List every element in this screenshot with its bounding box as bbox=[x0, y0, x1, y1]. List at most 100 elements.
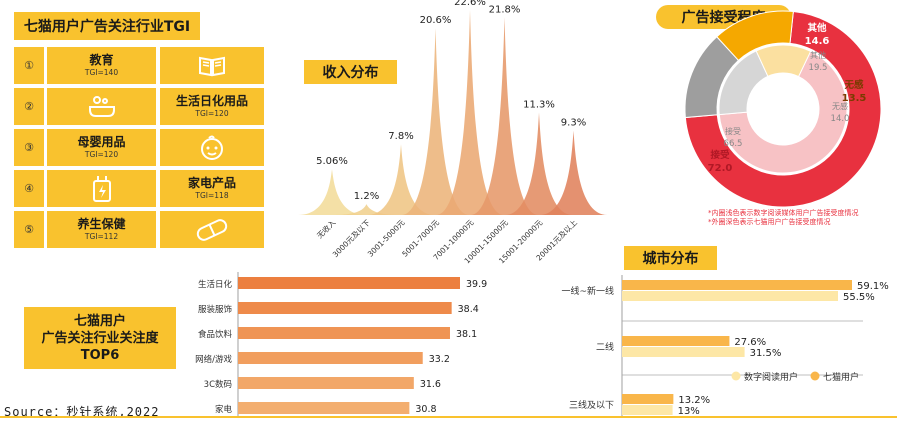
income-title: 收入分布 bbox=[304, 60, 397, 84]
income-value-label: 7.8% bbox=[388, 131, 413, 142]
city-bar bbox=[622, 347, 745, 357]
tgi-rank: ③ bbox=[14, 129, 44, 166]
tgi-icon-cell bbox=[160, 129, 264, 166]
income-category-label: 无收入 bbox=[314, 217, 337, 240]
tgi-industry-name: 教育 bbox=[89, 53, 114, 67]
attention-value-label: 33.2 bbox=[429, 354, 450, 365]
outer-ring-label: 无感 bbox=[843, 79, 864, 91]
income-value-label: 21.8% bbox=[489, 4, 521, 15]
income-value-label: 22.6% bbox=[454, 0, 486, 8]
city-legend-marker bbox=[810, 371, 820, 381]
tgi-value: TGI=140 bbox=[84, 68, 119, 77]
income-value-label: 20.6% bbox=[420, 15, 452, 26]
attention-bar bbox=[238, 352, 423, 364]
attention-bar bbox=[238, 402, 410, 414]
city-value-label: 31.5% bbox=[750, 348, 782, 359]
tgi-industry-name: 生活日化用品 bbox=[175, 94, 248, 108]
tgi-value: TGI=118 bbox=[195, 191, 229, 200]
city-legend-label: 七猫用户 bbox=[823, 371, 859, 383]
tgi-rank: ① bbox=[14, 47, 44, 84]
income-area bbox=[539, 130, 608, 215]
tgi-row: ③ 母婴用品 TGI=120 bbox=[14, 129, 264, 166]
attention-title-line: 七猫用户 bbox=[73, 313, 126, 329]
tgi-icon-cell bbox=[160, 211, 264, 248]
attention-chart: 生活日化 39.9 服装服饰 38.4 食品饮料 38.1 网络/游戏 33.2 3C数码 31.… bbox=[195, 272, 487, 418]
inner-ring-label: 接受 bbox=[725, 126, 741, 136]
book-icon bbox=[160, 47, 264, 84]
attention-category-label: 3C数码 bbox=[204, 379, 232, 390]
tgi-icon-cell bbox=[160, 47, 264, 84]
tgi-label-cell: 教育 TGI=140 bbox=[47, 47, 156, 84]
tgi-value: TGI=120 bbox=[195, 109, 229, 118]
city-value-label: 59.1% bbox=[857, 281, 889, 292]
tgi-row: ⑤ 养生保健 TGI=112 bbox=[14, 211, 264, 248]
income-area bbox=[298, 169, 366, 215]
income-value-label: 9.3% bbox=[561, 118, 586, 129]
city-legend-label: 数字阅读用户 bbox=[744, 371, 798, 383]
income-value-label: 11.3% bbox=[523, 100, 555, 111]
attention-value-label: 38.1 bbox=[456, 329, 477, 340]
source-note: Source：秒针系统,2022 bbox=[4, 405, 160, 419]
acceptance-note: *内圈浅色表示数字阅读媒体用户广告接受度情况 bbox=[708, 209, 859, 217]
outer-ring-value: 14.6 bbox=[805, 36, 830, 47]
attention-category-label: 家电 bbox=[215, 404, 233, 415]
tgi-title: 七猫用户广告关注行业TGI bbox=[14, 12, 200, 40]
attention-category-label: 服装服饰 bbox=[198, 304, 233, 315]
outer-ring-segment bbox=[716, 10, 794, 62]
income-chart: 5.06%无收入1.2%3000元及以下7.8%3001-5000元20.6%5… bbox=[298, 0, 608, 265]
tgi-icon-cell bbox=[47, 88, 156, 125]
baby-face-icon bbox=[160, 129, 264, 166]
city-bar bbox=[622, 405, 673, 415]
tgi-row: ① 教育 TGI=140 bbox=[14, 47, 264, 84]
attention-value-label: 38.4 bbox=[458, 304, 479, 315]
attention-category-label: 生活日化 bbox=[198, 279, 233, 290]
outer-ring-segment bbox=[684, 10, 882, 208]
inner-ring-segment bbox=[755, 44, 812, 78]
inner-ring-label: 其他 bbox=[810, 50, 826, 60]
tgi-industry-name: 养生保健 bbox=[77, 217, 126, 231]
tgi-row: ② 生活日化用品 TGI=120 bbox=[14, 88, 264, 125]
city-chart: 一线~新一线 59.1%55.5% 二线 27.6%31.5% 三线及以下 13.2%13… bbox=[561, 275, 889, 418]
tgi-industry-name: 母婴用品 bbox=[77, 135, 126, 149]
tgi-rank: ⑤ bbox=[14, 211, 44, 248]
city-bar bbox=[622, 280, 852, 290]
attention-bar bbox=[238, 327, 450, 339]
attention-title: 七猫用户 广告关注行业关注度 TOP6 bbox=[24, 307, 176, 369]
city-value-label: 13.2% bbox=[678, 395, 710, 406]
outer-ring-label: 接受 bbox=[710, 149, 730, 161]
attention-value-label: 31.6 bbox=[420, 379, 441, 390]
pill-icon bbox=[160, 211, 264, 248]
bottom-divider bbox=[0, 416, 897, 418]
acceptance-notes: *内圈浅色表示数字阅读媒体用户广告接受度情况 *外圈深色表示七猫用户广告接受度情… bbox=[708, 209, 859, 227]
income-area bbox=[505, 112, 573, 215]
tgi-value: TGI=120 bbox=[84, 150, 119, 159]
city-category-label: 二线 bbox=[596, 341, 614, 353]
city-category-label: 一线~新一线 bbox=[561, 285, 614, 297]
attention-bar bbox=[238, 377, 414, 389]
city-bar bbox=[622, 336, 730, 346]
tgi-label-cell: 养生保健 TGI=112 bbox=[47, 211, 156, 248]
tgi-industry-name: 家电产品 bbox=[187, 176, 236, 190]
income-area bbox=[401, 28, 470, 216]
charger-icon bbox=[47, 170, 156, 207]
attention-category-label: 网络/游戏 bbox=[195, 354, 232, 365]
city-category-label: 三线及以下 bbox=[569, 399, 614, 411]
outer-ring-value: 72.0 bbox=[708, 163, 733, 174]
income-area bbox=[436, 10, 504, 215]
bath-icon bbox=[47, 88, 156, 125]
attention-value-label: 39.9 bbox=[466, 279, 487, 290]
tgi-label-cell: 母婴用品 TGI=120 bbox=[47, 129, 156, 166]
tgi-row: ④ 家电产品 TGI=118 bbox=[14, 170, 264, 207]
attention-bar bbox=[238, 302, 452, 314]
donut-hole bbox=[748, 74, 818, 144]
income-value-label: 5.06% bbox=[316, 156, 348, 167]
attention-title-line: 广告关注行业关注度 bbox=[41, 330, 159, 346]
city-legend-marker bbox=[731, 371, 741, 381]
income-value-label: 1.2% bbox=[354, 191, 379, 202]
tgi-label-cell: 生活日化用品 TGI=120 bbox=[160, 88, 264, 125]
inner-ring-segment bbox=[718, 50, 848, 174]
attention-category-label: 食品饮料 bbox=[198, 329, 233, 340]
income-area bbox=[470, 17, 539, 215]
city-value-label: 13% bbox=[678, 406, 700, 417]
